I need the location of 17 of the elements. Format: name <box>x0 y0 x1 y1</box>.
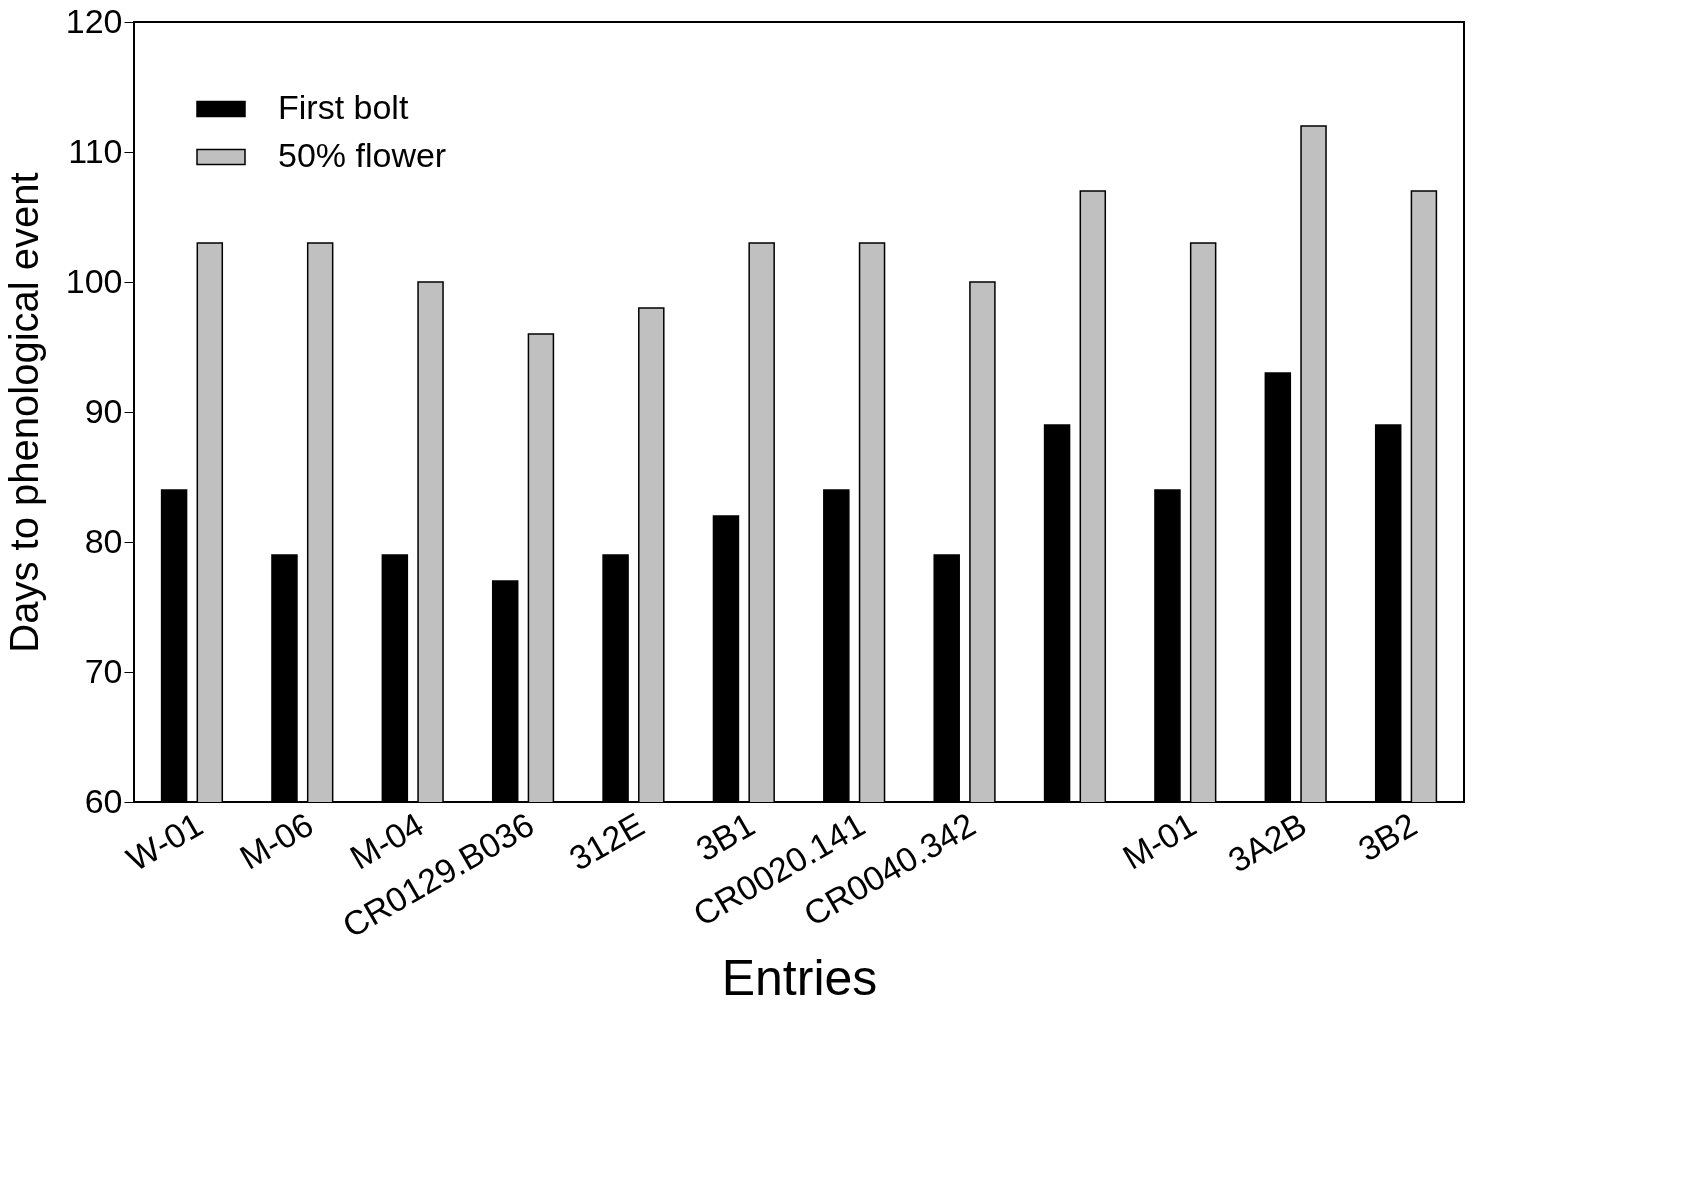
x-tick-label: 312E <box>562 805 651 878</box>
y-tick-label: 60 <box>84 781 123 820</box>
y-tick-label: 70 <box>84 651 123 690</box>
x-tick-label: 3B2 <box>1351 805 1424 869</box>
y-tick-label: 120 <box>65 1 123 40</box>
x-tick-label: 3A2B <box>1221 805 1313 880</box>
y-axis-title: Days to phenological event <box>1 172 46 653</box>
y-tick-label: 110 <box>68 131 123 170</box>
y-tick-label: 100 <box>65 261 123 300</box>
x-tick-label: M-01 <box>1116 805 1203 877</box>
legend-label: First bolt <box>278 88 409 126</box>
legend-label: 50% flower <box>278 136 447 174</box>
x-tick-label: M-06 <box>233 805 320 877</box>
x-axis-title: Entries <box>721 949 878 1006</box>
y-tick-label: 80 <box>84 521 123 560</box>
x-tick-label: W-01 <box>120 805 209 879</box>
y-tick-label: 90 <box>84 391 123 430</box>
